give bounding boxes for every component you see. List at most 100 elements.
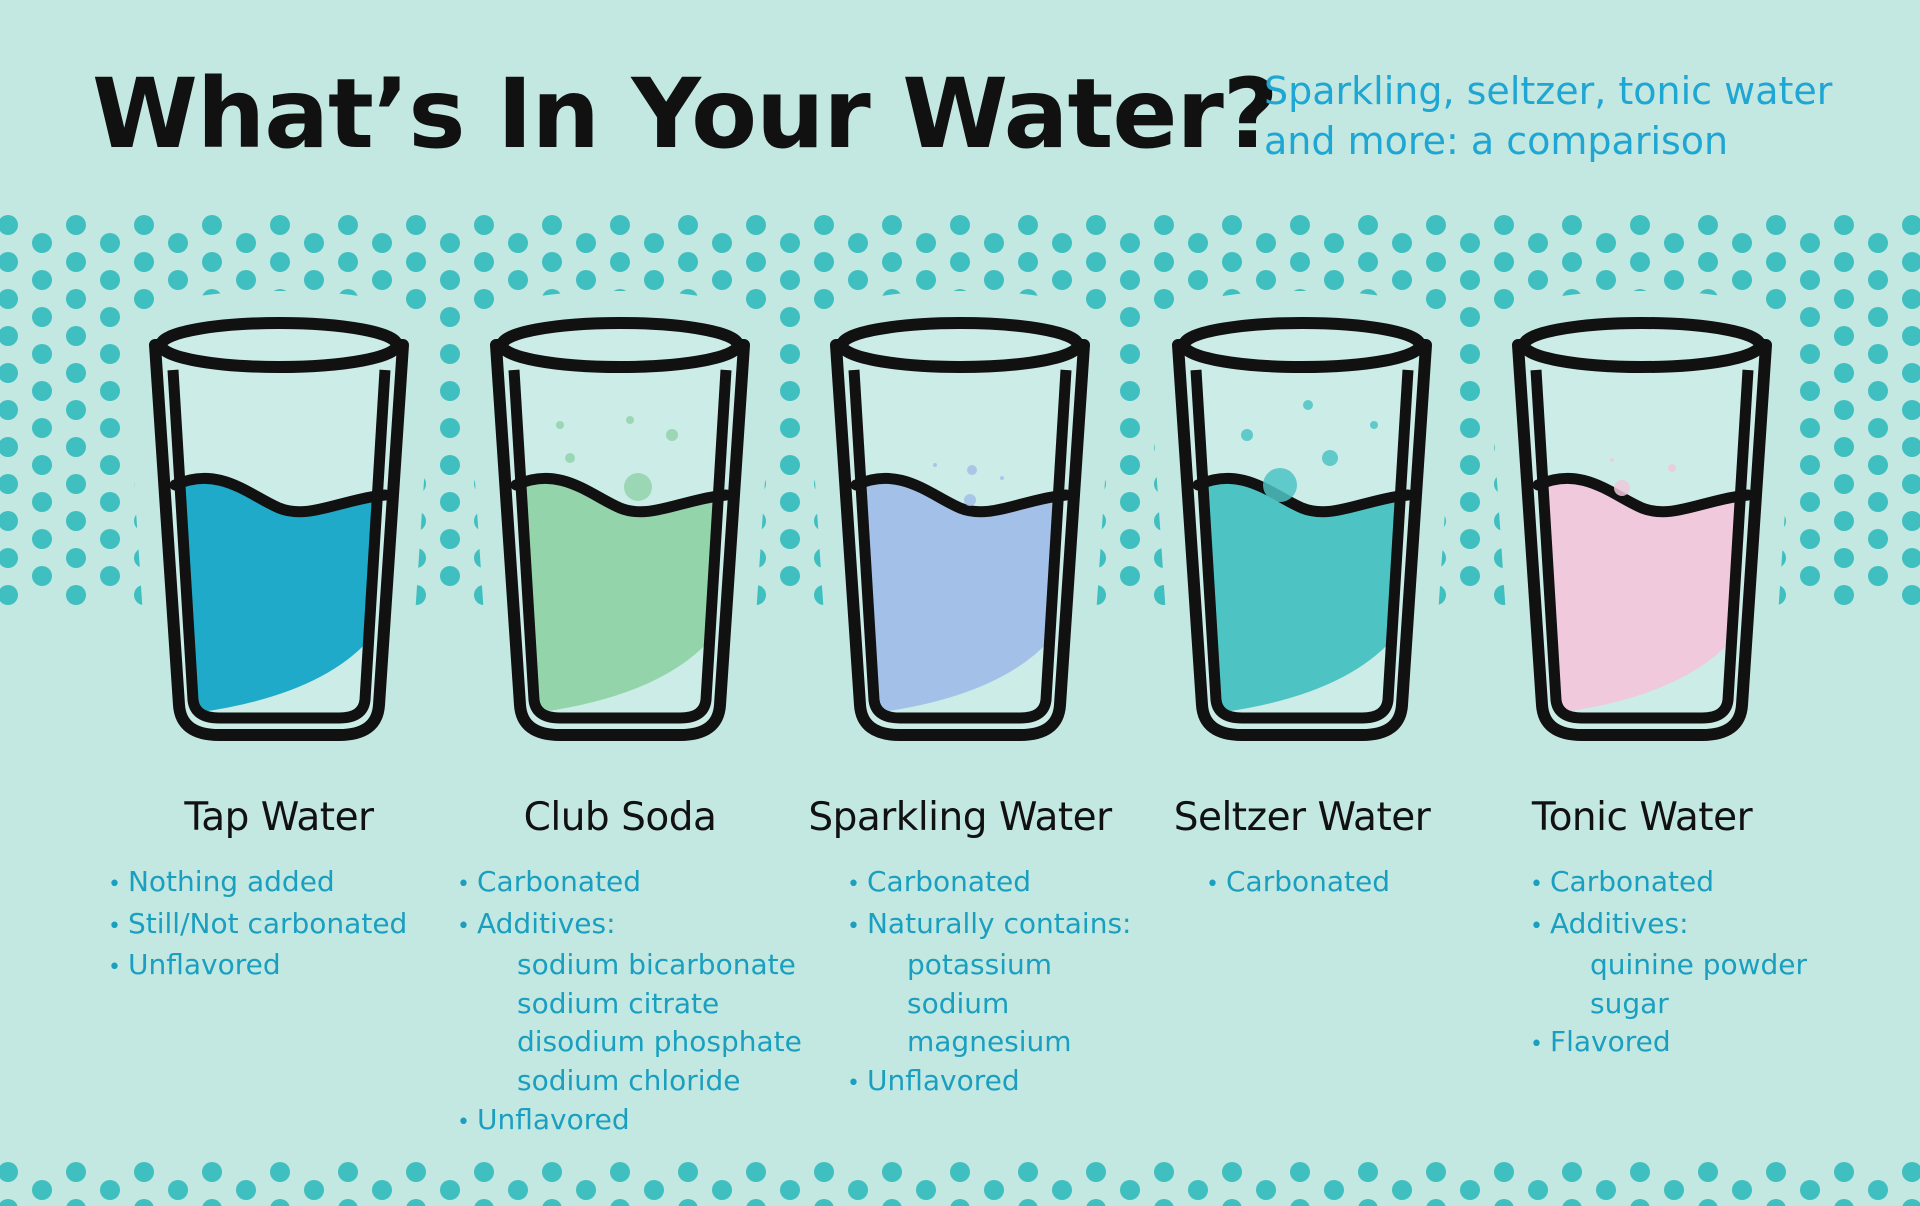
dot [304,233,324,253]
dot [372,270,392,290]
dot [1834,585,1854,605]
dot [1902,289,1920,309]
dot [0,363,18,383]
dot [1256,270,1276,290]
dot [950,1162,970,1182]
dot [134,1199,154,1206]
dot [1698,1162,1718,1182]
dot [32,344,52,364]
dot [1562,215,1582,235]
dot [100,566,120,586]
dot [0,289,18,309]
dot [66,215,86,235]
dot [32,492,52,512]
dot [1392,233,1412,253]
dot [814,252,834,272]
dot [32,566,52,586]
dot [0,474,18,494]
dot [1698,215,1718,235]
dot [1290,1162,1310,1182]
bubble [624,473,652,501]
dot [1494,289,1514,309]
dot [406,252,426,272]
dot [1766,252,1786,272]
dot [270,1162,290,1182]
dot [984,1180,1004,1200]
dot [950,1199,970,1206]
dot [1086,289,1106,309]
dot [916,270,936,290]
dot [338,252,358,272]
dot [1460,566,1480,586]
water-column-1: Tap Water Nothing addedStill/Not carbonat… [99,795,459,981]
dot [1018,252,1038,272]
dot [32,270,52,290]
dot [236,270,256,290]
dot [780,270,800,290]
dot [0,1199,18,1206]
dot [1664,270,1684,290]
dot [1086,1162,1106,1182]
dot [66,400,86,420]
dot [236,233,256,253]
list-item: sugar [1590,986,1669,1020]
dot [1120,418,1140,438]
dot [1120,344,1140,364]
dot [0,326,18,346]
dot [1188,233,1208,253]
dot [1052,233,1072,253]
dot [610,215,630,235]
dot [1052,1180,1072,1200]
bubble [556,421,564,429]
list-item: quinine powder [1590,948,1808,982]
dot [100,492,120,512]
dot [1834,400,1854,420]
dot [1358,1162,1378,1182]
dot [440,270,460,290]
dot [882,1162,902,1182]
dot [1800,381,1820,401]
dot [32,233,52,253]
dot [1154,1199,1174,1206]
dot [1834,548,1854,568]
dot [1800,455,1820,475]
dot [1460,233,1480,253]
dot [1834,1199,1854,1206]
dot [1562,1162,1582,1182]
dot [1154,215,1174,235]
dot [32,1180,52,1200]
bubble [1000,476,1004,480]
dot [1868,529,1888,549]
dot [1834,437,1854,457]
dot [32,381,52,401]
dot [1324,1180,1344,1200]
dot [780,381,800,401]
dot [1868,418,1888,438]
list-item: potassium [907,948,1053,982]
dot [1800,529,1820,549]
dot [814,289,834,309]
dot [814,1199,834,1206]
dot [1086,1199,1106,1206]
dot [712,270,732,290]
dot [1460,344,1480,364]
dot [1902,326,1920,346]
dot [1834,363,1854,383]
dot [746,1162,766,1182]
dot [1834,326,1854,346]
dot [780,418,800,438]
glass-1 [125,291,433,765]
dot [202,1162,222,1182]
property-list: CarbonatedAdditives:quinine powder sugarF… [1530,863,1807,1065]
dot [66,1199,86,1206]
dot [1664,233,1684,253]
dot [1256,1180,1276,1200]
bubble [626,416,634,424]
dot [1426,1199,1446,1206]
subtitle-line: and more: a comparison [1264,119,1729,163]
dot [0,585,18,605]
dot [780,492,800,512]
dot [678,215,698,235]
dot [406,1162,426,1182]
dot [1902,1162,1920,1182]
